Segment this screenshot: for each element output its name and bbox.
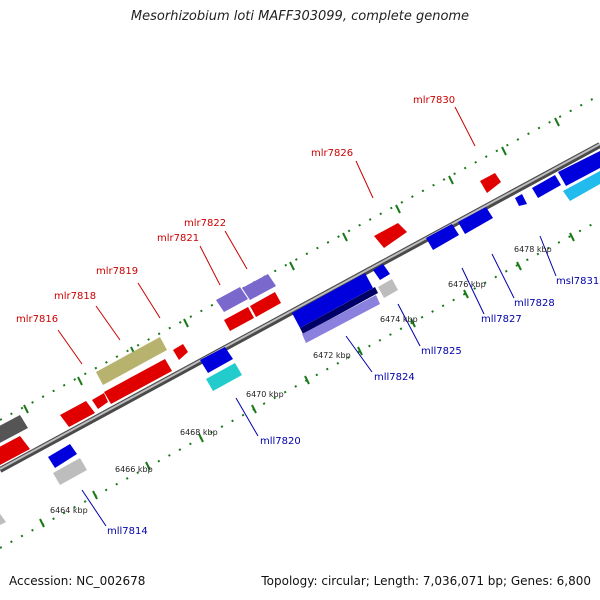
gene-feature[interactable] [374,223,407,248]
gene-label-reverse[interactable]: mll7814 [107,526,148,537]
gene-label-forward[interactable]: mlr7830 [413,95,455,106]
gene-feature[interactable] [60,401,95,427]
kbp-label: 6476 kbp [448,280,486,289]
gene-feature[interactable] [0,436,30,465]
kbp-label: 6472 kbp [313,351,351,360]
kbp-label: 6468 kbp [180,428,218,437]
gene-feature[interactable] [216,287,248,312]
gene-feature[interactable] [200,347,233,373]
gene-feature[interactable] [292,273,373,328]
kbp-label: 6464 kbp [50,506,88,515]
gene-feature[interactable] [96,337,167,385]
backbone [0,142,600,473]
gene-feature[interactable] [48,444,77,468]
gene-feature[interactable] [480,173,501,193]
genome-summary-text: Topology: circular; Length: 7,036,071 bp… [261,574,591,588]
gene-feature[interactable] [0,511,6,526]
gene-feature[interactable] [224,307,254,331]
gene-feature[interactable] [426,224,459,250]
forward-leader-lines [57,106,476,365]
gene-feature[interactable] [378,279,398,298]
accession-text: Accession: NC_002678 [9,574,146,588]
gene-label-reverse[interactable]: mll7825 [421,346,462,357]
gene-label-forward[interactable]: mlr7818 [54,291,96,302]
kbp-label: 6478 kbp [514,245,552,254]
lower-dotted-guide [0,219,600,549]
gene-feature[interactable] [242,274,276,300]
gene-feature[interactable] [0,415,28,444]
reverse-gene-labels: mll7814 mll7820 mll7824 mll7825 mll7827 … [107,276,599,537]
forward-gene-features[interactable] [0,173,501,465]
reverse-gene-features[interactable] [0,151,600,526]
upper-dotted-guide [0,94,600,421]
map-title: Mesorhizobium loti MAFF303099, complete … [130,9,470,24]
reverse-leader-lines [81,235,557,527]
gene-label-forward[interactable]: mlr7816 [16,314,58,325]
kbp-label: 6474 kbp [380,315,418,324]
gene-feature[interactable] [532,175,561,198]
gene-feature[interactable] [53,458,87,485]
kbp-label: 6466 kbp [115,465,153,474]
gene-label-forward[interactable]: mlr7822 [184,218,226,229]
gene-feature[interactable] [173,344,188,360]
gene-label-reverse[interactable]: mll7828 [514,298,555,309]
gene-feature[interactable] [458,207,493,234]
gene-feature[interactable] [92,393,108,409]
gene-label-reverse[interactable]: mll7824 [374,372,415,383]
gene-feature[interactable] [563,171,600,201]
kbp-label: 6470 kbp [246,390,284,399]
gene-feature[interactable] [206,363,242,391]
gene-label-forward[interactable]: mlr7819 [96,266,138,277]
gene-feature[interactable] [250,292,281,317]
gene-label-forward[interactable]: mlr7821 [157,233,199,244]
gene-feature[interactable] [558,151,600,186]
gene-label-reverse[interactable]: msl7831 [556,276,599,287]
gene-feature[interactable] [300,287,378,334]
gene-feature[interactable] [302,295,380,343]
gene-feature[interactable] [515,194,527,206]
forward-gene-labels: mlr7816 mlr7818 mlr7819 mlr7821 mlr7822 … [16,95,455,325]
major-ticks [23,117,575,528]
kbp-labels: 6464 kbp 6466 kbp 6468 kbp 6470 kbp 6472… [50,245,552,515]
gene-label-reverse[interactable]: mll7820 [260,436,301,447]
gene-feature[interactable] [104,359,172,404]
gene-feature[interactable] [373,264,390,280]
gene-label-reverse[interactable]: mll7827 [481,314,522,325]
gene-label-forward[interactable]: mlr7826 [311,148,353,159]
